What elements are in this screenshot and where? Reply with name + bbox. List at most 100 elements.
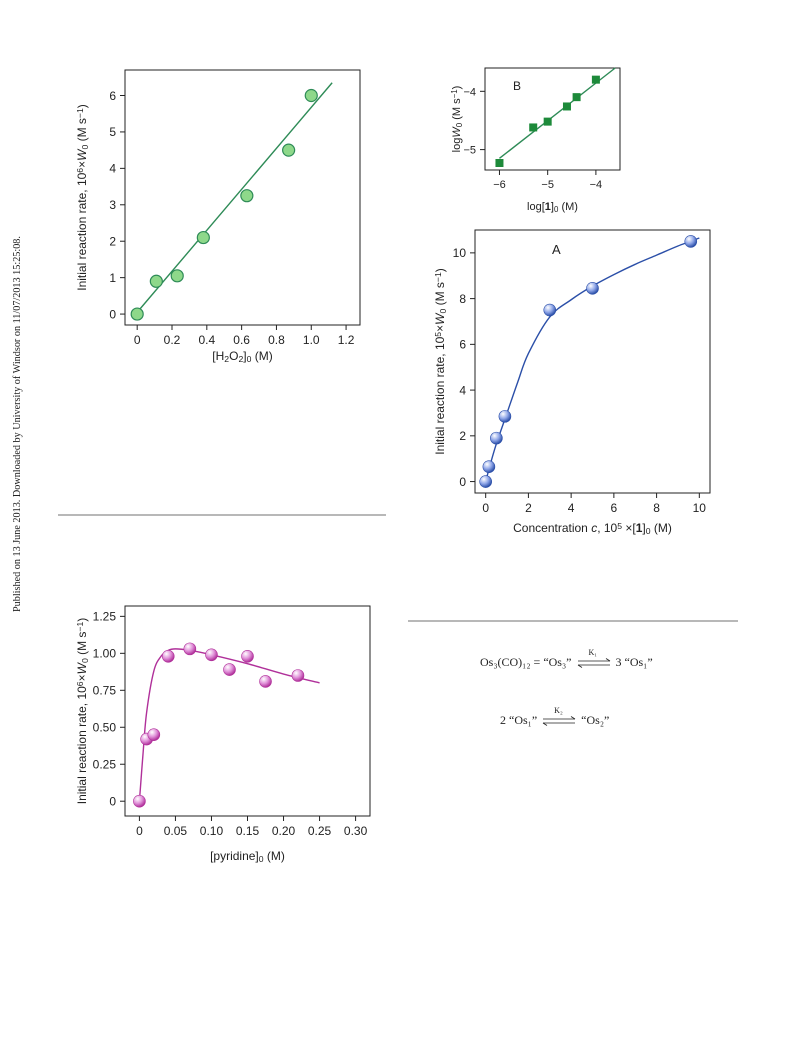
chart-concentration: 0 2 4 6 8 10 0 2 4 6 8 10 Concentration c, 105 ×[1]0… — [433, 229, 711, 536]
data-point — [170, 269, 184, 283]
data-point — [196, 230, 210, 245]
data-point — [572, 93, 581, 102]
x-tick-label: 0.25 — [308, 824, 332, 838]
equation-1-rhs: 3 “Os₁” — [615, 655, 653, 669]
x-tick-label: −5 — [541, 179, 554, 191]
y-axis-label: Initial reaction rate, 105×W0 (M s−1) — [433, 268, 448, 455]
fit-line — [136, 82, 333, 313]
y-tick-label: 0 — [109, 795, 116, 809]
chart-logplot: −6 −5 −4 −5 −4 log[1]0 (M) logW0 (M s−1) B — [450, 67, 621, 214]
x-tick-label: −4 — [590, 179, 603, 191]
equation-2-rhs: “Os₂” — [581, 713, 610, 727]
x-tick-label: 2 — [525, 501, 532, 515]
y-tick-label: 4 — [109, 162, 116, 176]
equation-2-lhs: 2 “Os₁” — [500, 713, 538, 727]
data-point — [482, 460, 496, 473]
x-tick-label: 6 — [611, 501, 618, 515]
y-axis-label: logW0 (M s−1) — [450, 86, 464, 153]
data-point — [304, 88, 318, 103]
plot-frame — [484, 67, 621, 171]
x-tick-label: 0.10 — [200, 824, 224, 838]
x-axis-label: [H2O2]0 (M) — [212, 349, 272, 364]
data-point — [130, 307, 144, 321]
section-divider-left — [58, 514, 386, 516]
data-point — [147, 728, 161, 741]
data-point — [223, 663, 236, 676]
sidebar-download-notice: Published on 13 June 2013. Downloaded by… — [0, 0, 24, 1039]
data-point — [479, 475, 492, 488]
y-tick-label: 1.25 — [93, 610, 117, 624]
x-tick-label: 0.20 — [272, 824, 296, 838]
data-point — [259, 675, 272, 688]
panel-label: A — [552, 242, 561, 257]
y-tick-label: 0.25 — [93, 758, 117, 772]
x-tick-label: 4 — [568, 501, 575, 515]
data-point — [586, 282, 599, 295]
x-tick-label: 0.15 — [236, 824, 260, 838]
data-point — [149, 274, 163, 288]
y-tick-label: 8 — [459, 292, 466, 306]
x-tick-label: 0 — [134, 333, 141, 347]
y-tick-label: 0.50 — [93, 721, 117, 735]
x-tick-label: 0.05 — [164, 824, 188, 838]
data-point — [133, 794, 146, 808]
y-tick-label: −5 — [463, 145, 476, 157]
equation-1-constant: K₁ — [588, 648, 598, 658]
sidebar-text: Published on 13 June 2013. Downloaded by… — [12, 236, 23, 612]
plot-frame — [474, 229, 711, 494]
x-tick-label: 10 — [693, 501, 707, 515]
data-point — [562, 102, 571, 111]
x-tick-label: 1.0 — [303, 333, 320, 347]
data-point — [495, 159, 504, 168]
y-tick-label: 6 — [109, 89, 116, 103]
data-point — [490, 431, 503, 445]
x-axis-label: Concentration c, 105 ×[1]0 (M) — [513, 521, 672, 536]
equation-1: Os₃(CO)₁₂ = “Os₃” K₁ 3 “Os₁” — [480, 648, 653, 670]
y-tick-label: 1 — [109, 271, 116, 285]
section-divider-right — [408, 620, 738, 622]
data-point — [291, 669, 305, 682]
y-tick-label: 10 — [453, 246, 467, 260]
x-tick-label: 0.2 — [164, 333, 181, 347]
data-point — [684, 235, 698, 248]
y-tick-label: 0 — [109, 307, 116, 321]
data-point — [543, 303, 557, 317]
plot-frame — [124, 69, 361, 326]
equilibrium-arrows-icon: K₂ — [542, 706, 576, 727]
x-tick-label: 0 — [482, 501, 489, 515]
x-tick-label: 0.6 — [233, 333, 250, 347]
x-tick-label: −6 — [493, 179, 506, 191]
x-tick-label: 0 — [136, 824, 143, 838]
y-tick-label: 6 — [459, 338, 466, 352]
data-point — [161, 649, 175, 663]
y-tick-label: 0.75 — [93, 684, 117, 698]
x-tick-label: 0.30 — [344, 824, 368, 838]
fit-line — [138, 648, 320, 802]
chart-pyridine: 0 0.05 0.10 0.15 0.20 0.25 0.30 0 0.25 0.50 0.75 1.… — [75, 605, 371, 864]
equation-2: 2 “Os₁” K₂ “Os₂” — [500, 706, 610, 728]
data-point — [543, 117, 552, 126]
data-point — [529, 123, 538, 132]
x-tick-label: 0.4 — [198, 333, 215, 347]
equation-2-constant: K₂ — [554, 706, 563, 716]
x-axis-label: log[1]0 (M) — [527, 201, 578, 214]
equilibrium-arrows-icon: K₁ — [577, 648, 611, 669]
equation-1-lhs: Os₃(CO)₁₂ = “Os₃” — [480, 655, 572, 669]
y-tick-label: −4 — [463, 86, 476, 98]
y-tick-label: 1.00 — [93, 647, 117, 661]
data-point — [183, 642, 197, 656]
fit-line — [485, 237, 700, 482]
y-tick-label: 4 — [459, 383, 466, 397]
x-tick-label: 8 — [653, 501, 660, 515]
x-tick-label: 1.2 — [338, 333, 355, 347]
y-tick-label: 2 — [459, 429, 466, 443]
y-tick-label: 2 — [109, 235, 116, 249]
y-tick-label: 0 — [459, 475, 466, 489]
y-axis-label: Initial reaction rate, 106×W0 (M s−1) — [75, 618, 90, 805]
x-axis-label: [pyridine]0 (M) — [210, 849, 285, 864]
data-point — [282, 143, 296, 157]
data-point — [498, 410, 512, 423]
data-point — [591, 75, 600, 84]
y-tick-label: 3 — [109, 198, 116, 212]
